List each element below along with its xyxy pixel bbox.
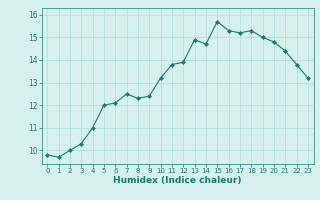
X-axis label: Humidex (Indice chaleur): Humidex (Indice chaleur) <box>113 176 242 185</box>
